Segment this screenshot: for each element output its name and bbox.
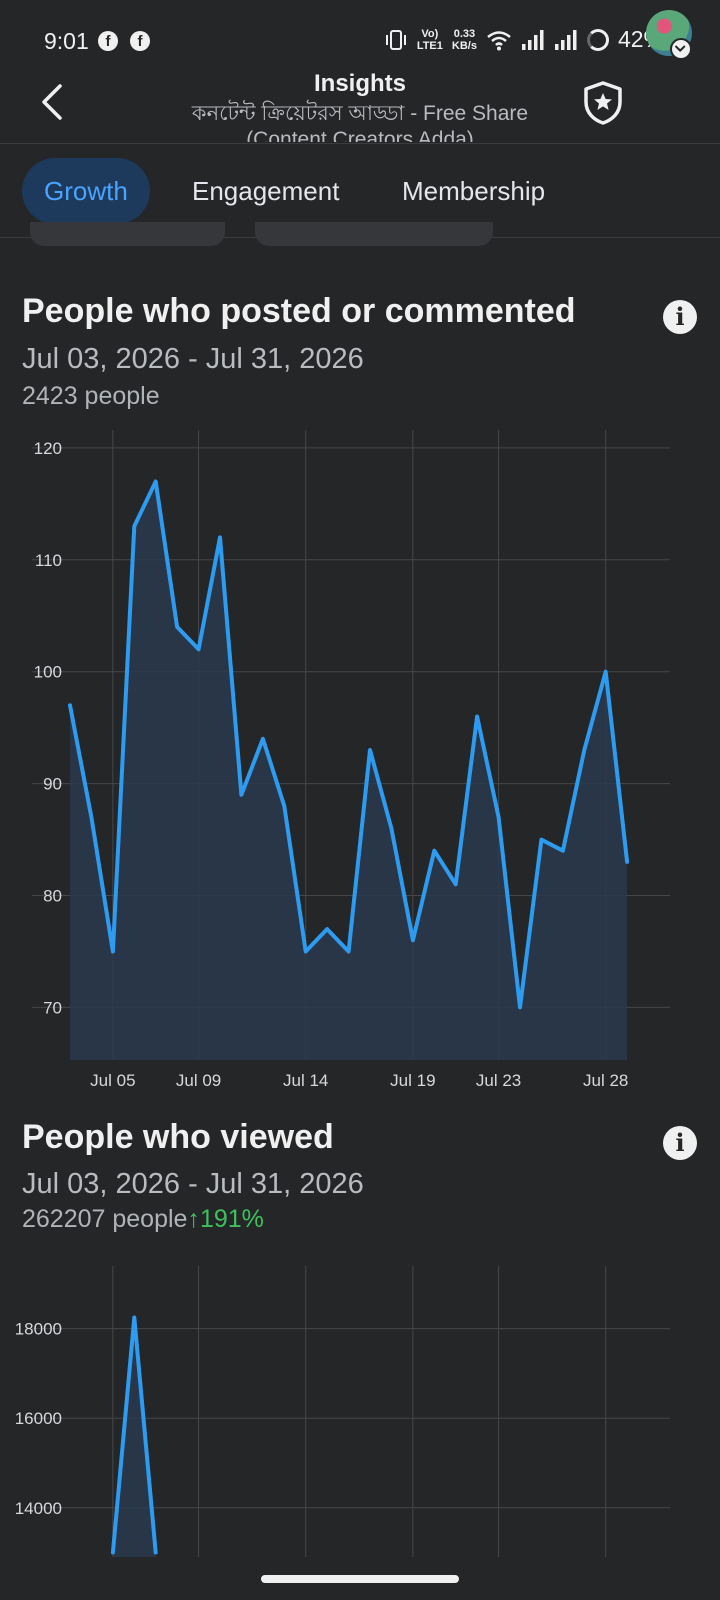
change-badge: ↑191% [187,1205,264,1233]
header-title-block: Insights কনটেন্ট ক্রিয়েটরস আড্ডা - Free… [160,70,560,142]
vibrate-icon [385,29,406,50]
chevron-down-icon[interactable] [670,38,692,60]
tab-bar: Growth Engagement Membership [0,146,720,238]
date-range: Jul 03, 2026 - Jul 31, 2026 [22,1168,364,1200]
chart1-x-tick-label: Jul 09 [176,1071,221,1090]
chart2-area-fill [112,1317,156,1557]
info-icon[interactable]: i [663,1126,697,1160]
chart2-y-tick-label: 16000 [15,1409,62,1428]
tab-membership[interactable]: Membership [402,176,546,206]
tab-growth[interactable]: Growth [22,158,150,224]
chart1-y-tick-label: 80 [43,887,62,906]
chart2-y-tick-label: 14000 [15,1499,62,1518]
chart1-x-tick-label: Jul 23 [476,1071,521,1090]
posted-commented-chart: 70 80 90 100 110 120 Jul 05 Jul 09 Jul 14 Jul 19 J… [32,430,670,1090]
date-range: Jul 03, 2026 - Jul 31, 2026 [22,343,364,375]
battery-icon [586,28,609,51]
chart1-y-tick-label: 70 [43,998,62,1017]
chart2-y-tick-label: 18000 [15,1320,62,1339]
status-bar: 9:01 f f Vo) LTE1 0.33 KB/s 42% [0,0,720,80]
people-count: 2423 people [22,382,160,410]
home-indicator[interactable] [261,1575,459,1583]
chart1-y-tick-label: 100 [34,663,62,682]
volte-indicator: Vo) LTE1 [416,27,443,52]
people-count: 262207 people↑191% [22,1205,264,1233]
chart1-y-tick-label: 110 [35,551,62,570]
scrolled-filter-chip[interactable] [30,222,225,246]
card-title: People who posted or commented [22,292,576,330]
scrolled-filter-chip[interactable] [255,222,493,246]
chart1-x-tick-label: Jul 14 [283,1071,328,1090]
tab-engagement[interactable]: Engagement [192,176,340,206]
signal-icon [554,29,577,50]
chart1-x-tick-label: Jul 28 [583,1071,628,1090]
back-arrow-icon[interactable] [34,82,74,122]
card-title: People who viewed [22,1118,334,1156]
page-title: Insights [313,70,406,97]
chart1-area-fill [70,481,628,1060]
chart1-y-tick-label: 90 [43,775,62,794]
app-header: Insights কনটেন্ট ক্রিয়েটরস আড্ডা - Free… [0,70,720,144]
facebook-notification-icon: f [98,31,118,51]
status-time: 9:01 [44,28,89,54]
arrow-up-icon: ↑ [187,1205,200,1233]
network-speed: 0.33 KB/s [451,27,477,52]
wifi-icon [487,30,511,50]
signal-icon [521,29,544,50]
group-name: কনটেন্ট ক্রিয়েটরস আড্ডা - Free Share (C… [191,102,529,142]
chart1-y-tick-label: 120 [34,439,62,458]
status-icons: Vo) LTE1 0.33 KB/s 42% [384,26,664,53]
viewed-chart: 14000 16000 18000 [15,1266,670,1557]
chart1-x-tick-label: Jul 05 [90,1071,135,1090]
admin-shield-icon[interactable] [582,80,624,126]
info-icon[interactable]: i [663,300,697,334]
facebook-notification-icon: f [130,31,150,51]
chart1-x-tick-label: Jul 19 [390,1071,435,1090]
